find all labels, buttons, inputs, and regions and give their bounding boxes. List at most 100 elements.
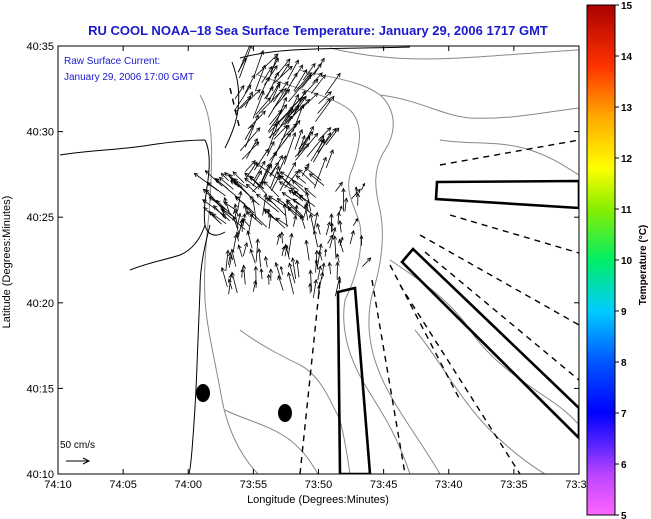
current-vector-head xyxy=(275,120,280,126)
current-vector xyxy=(263,255,269,268)
current-vector-shaft xyxy=(277,275,284,291)
current-vector-shaft xyxy=(228,274,232,295)
current-vector-head xyxy=(240,84,245,90)
current-vector-shaft xyxy=(254,65,266,92)
coastline-raritan-bay xyxy=(59,139,206,156)
current-vector-head xyxy=(283,124,288,130)
current-vector-head xyxy=(320,57,325,63)
current-vector-head xyxy=(293,72,298,78)
current-vector xyxy=(281,191,300,205)
current-vector-shaft xyxy=(214,178,237,197)
current-vector-shaft xyxy=(334,236,337,259)
current-vector-head xyxy=(338,220,343,225)
current-vector-shaft xyxy=(300,215,306,229)
current-vector-head xyxy=(233,203,238,209)
current-vector xyxy=(257,248,262,268)
bathy-contour-4 xyxy=(329,47,579,60)
current-vector xyxy=(305,202,309,213)
y-tick-label: 40:10 xyxy=(26,469,54,481)
current-vector xyxy=(249,248,256,264)
bathymetry-contours xyxy=(199,47,579,474)
current-vector xyxy=(218,176,234,190)
colorbar-tick-label: 7 xyxy=(621,409,627,420)
current-vector-head xyxy=(255,193,261,199)
current-vector-head xyxy=(285,63,290,68)
current-vector xyxy=(213,204,227,220)
current-vector-head xyxy=(284,244,289,250)
current-vector-shaft xyxy=(277,97,302,123)
x-axis-ticks: 74:10 74:05 74:00 73:55 73:50 73:45 73:40 73:35… xyxy=(44,46,593,491)
y-tick-label: 40:20 xyxy=(26,298,54,310)
current-vector xyxy=(287,59,299,80)
current-vector xyxy=(314,259,319,270)
current-vector xyxy=(256,53,279,76)
current-vector-shaft xyxy=(361,183,365,191)
current-vector xyxy=(247,212,254,236)
current-vector-head xyxy=(320,138,325,144)
current-vector-shaft xyxy=(302,63,316,81)
current-vector-shaft xyxy=(286,200,304,219)
current-vector-head xyxy=(274,161,279,167)
radar-line-5 xyxy=(419,234,579,326)
y-axis-ticks: 40:35 40:30 40:25 40:20 40:15 40:10 xyxy=(26,41,579,481)
current-vector-head xyxy=(265,76,270,82)
current-vector xyxy=(302,62,316,81)
current-vector-shaft xyxy=(294,190,306,202)
current-vector-shaft xyxy=(317,243,322,268)
current-vector-shaft xyxy=(268,108,293,134)
current-vector-head xyxy=(282,104,288,109)
current-vector-head xyxy=(332,226,337,232)
current-vector-shaft xyxy=(233,181,255,201)
current-vector-head xyxy=(316,222,321,228)
current-vector-head xyxy=(295,93,299,99)
current-vector-shaft xyxy=(292,198,315,217)
current-vector xyxy=(315,95,335,122)
current-vector-shaft xyxy=(252,181,264,193)
current-vector-shaft xyxy=(242,213,246,227)
x-axis-label: Longitude (Degrees:Minutes) xyxy=(247,494,389,506)
current-vector-head xyxy=(289,105,294,111)
current-vector xyxy=(338,205,343,215)
current-vector-head xyxy=(282,203,287,208)
current-vector-shaft xyxy=(304,204,309,221)
current-vector-shaft xyxy=(228,279,233,290)
current-vector-head xyxy=(227,252,233,257)
current-vector-head xyxy=(308,269,313,275)
current-vector-shaft xyxy=(318,251,323,261)
colorbar-tick-label: 15 xyxy=(621,1,633,12)
current-vector-shaft xyxy=(232,234,237,252)
current-vector-head xyxy=(266,273,271,278)
current-vector xyxy=(255,193,279,213)
current-vector-head xyxy=(298,128,303,134)
current-vector-head xyxy=(286,58,291,64)
current-vector-shaft xyxy=(298,169,317,187)
current-vector-shaft xyxy=(318,127,331,141)
current-vector-head xyxy=(275,165,280,171)
current-vector xyxy=(283,131,297,165)
current-vector xyxy=(273,65,293,84)
current-vector xyxy=(334,275,342,297)
current-vector-shaft xyxy=(273,125,288,140)
current-vector-shaft xyxy=(325,149,334,168)
current-vector xyxy=(233,203,239,216)
colorbar-label: Temperature (°C) xyxy=(638,225,649,306)
radar-line-1 xyxy=(299,281,321,474)
bathy-contour-8 xyxy=(414,329,546,474)
current-vector xyxy=(274,124,290,157)
current-vector-shaft xyxy=(362,257,371,267)
current-vector xyxy=(294,128,303,150)
current-vector-head xyxy=(238,190,243,196)
current-vector xyxy=(238,46,250,73)
current-vector xyxy=(228,255,234,268)
current-vector-shaft xyxy=(344,198,347,212)
current-vector-shaft xyxy=(234,85,245,100)
current-vector xyxy=(235,95,252,112)
current-vector xyxy=(273,80,289,103)
current-vector-shaft xyxy=(219,177,234,190)
current-vector-head xyxy=(253,138,258,143)
current-vector-head xyxy=(237,212,242,218)
current-vector-head xyxy=(268,268,274,273)
current-vector-shaft xyxy=(292,180,308,195)
current-vector-shaft xyxy=(266,141,275,157)
current-vector-head xyxy=(290,257,296,262)
